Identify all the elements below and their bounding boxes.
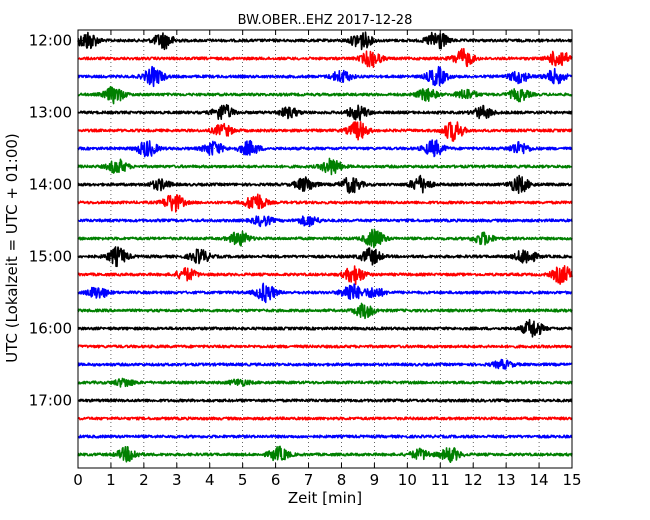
- plot-frame: [77, 29, 573, 469]
- seismic-trace: [77, 193, 573, 213]
- seismic-trace: [77, 265, 573, 286]
- grid: [78, 30, 572, 468]
- seismic-trace: [77, 139, 573, 158]
- x-tick-label: 2: [139, 471, 149, 489]
- x-tick-label: 0: [73, 471, 83, 489]
- seismic-trace: [77, 318, 573, 338]
- x-tick-label: 1: [106, 471, 116, 489]
- seismic-trace: [77, 282, 573, 304]
- x-tick-label: 10: [398, 471, 417, 489]
- x-tick-label: 5: [238, 471, 248, 489]
- seismic-trace: [77, 47, 573, 68]
- x-tick-label: 4: [205, 471, 215, 489]
- x-tick-label: 11: [431, 471, 450, 489]
- seismic-trace: [77, 157, 573, 176]
- y-tick-label: 12:00: [29, 32, 72, 50]
- x-tick-label: 15: [562, 471, 581, 489]
- seismic-trace: [77, 174, 573, 194]
- seismic-trace: [77, 344, 573, 349]
- seismic-trace: [77, 31, 573, 51]
- seismic-traces: [77, 31, 573, 463]
- y-tick-label: 16:00: [29, 320, 72, 338]
- seismic-trace: [77, 434, 573, 439]
- x-tick-label: 14: [530, 471, 549, 489]
- seismic-trace: [77, 215, 573, 228]
- x-tick-label: 6: [271, 471, 281, 489]
- y-tick-label: 15:00: [29, 248, 72, 266]
- x-tick-label: 13: [497, 471, 516, 489]
- seismic-trace: [77, 103, 573, 121]
- seismic-trace: [77, 398, 573, 403]
- seismic-trace: [77, 228, 573, 249]
- y-tick-label: 17:00: [29, 392, 72, 410]
- x-tick-label: 9: [370, 471, 380, 489]
- seismic-trace: [77, 246, 573, 268]
- axis-ticks: 0 1 2 3 4 5 6 7 8 9 10 11 12 13 14 1512:0013:0014:0015:…: [29, 30, 582, 489]
- x-tick-label: 12: [464, 471, 483, 489]
- x-tick-label: 7: [304, 471, 314, 489]
- seismic-trace: [77, 120, 573, 142]
- seismic-trace: [77, 377, 573, 388]
- x-tick-label: 3: [172, 471, 182, 489]
- seismic-trace: [77, 85, 573, 105]
- seismic-trace: [77, 445, 573, 463]
- seismic-trace: [77, 302, 573, 320]
- y-tick-label: 14:00: [29, 176, 72, 194]
- seismic-trace: [77, 65, 573, 88]
- chart-title: BW.OBER..EHZ 2017-12-28: [238, 13, 413, 28]
- seismic-trace: [77, 416, 573, 421]
- x-tick-label: 8: [337, 471, 347, 489]
- x-axis-label: Zeit [min]: [288, 489, 362, 507]
- seismic-trace: [77, 358, 573, 370]
- y-axis-label: UTC (Lokalzeit = UTC + 01:00): [3, 133, 21, 363]
- y-tick-label: 13:00: [29, 104, 72, 122]
